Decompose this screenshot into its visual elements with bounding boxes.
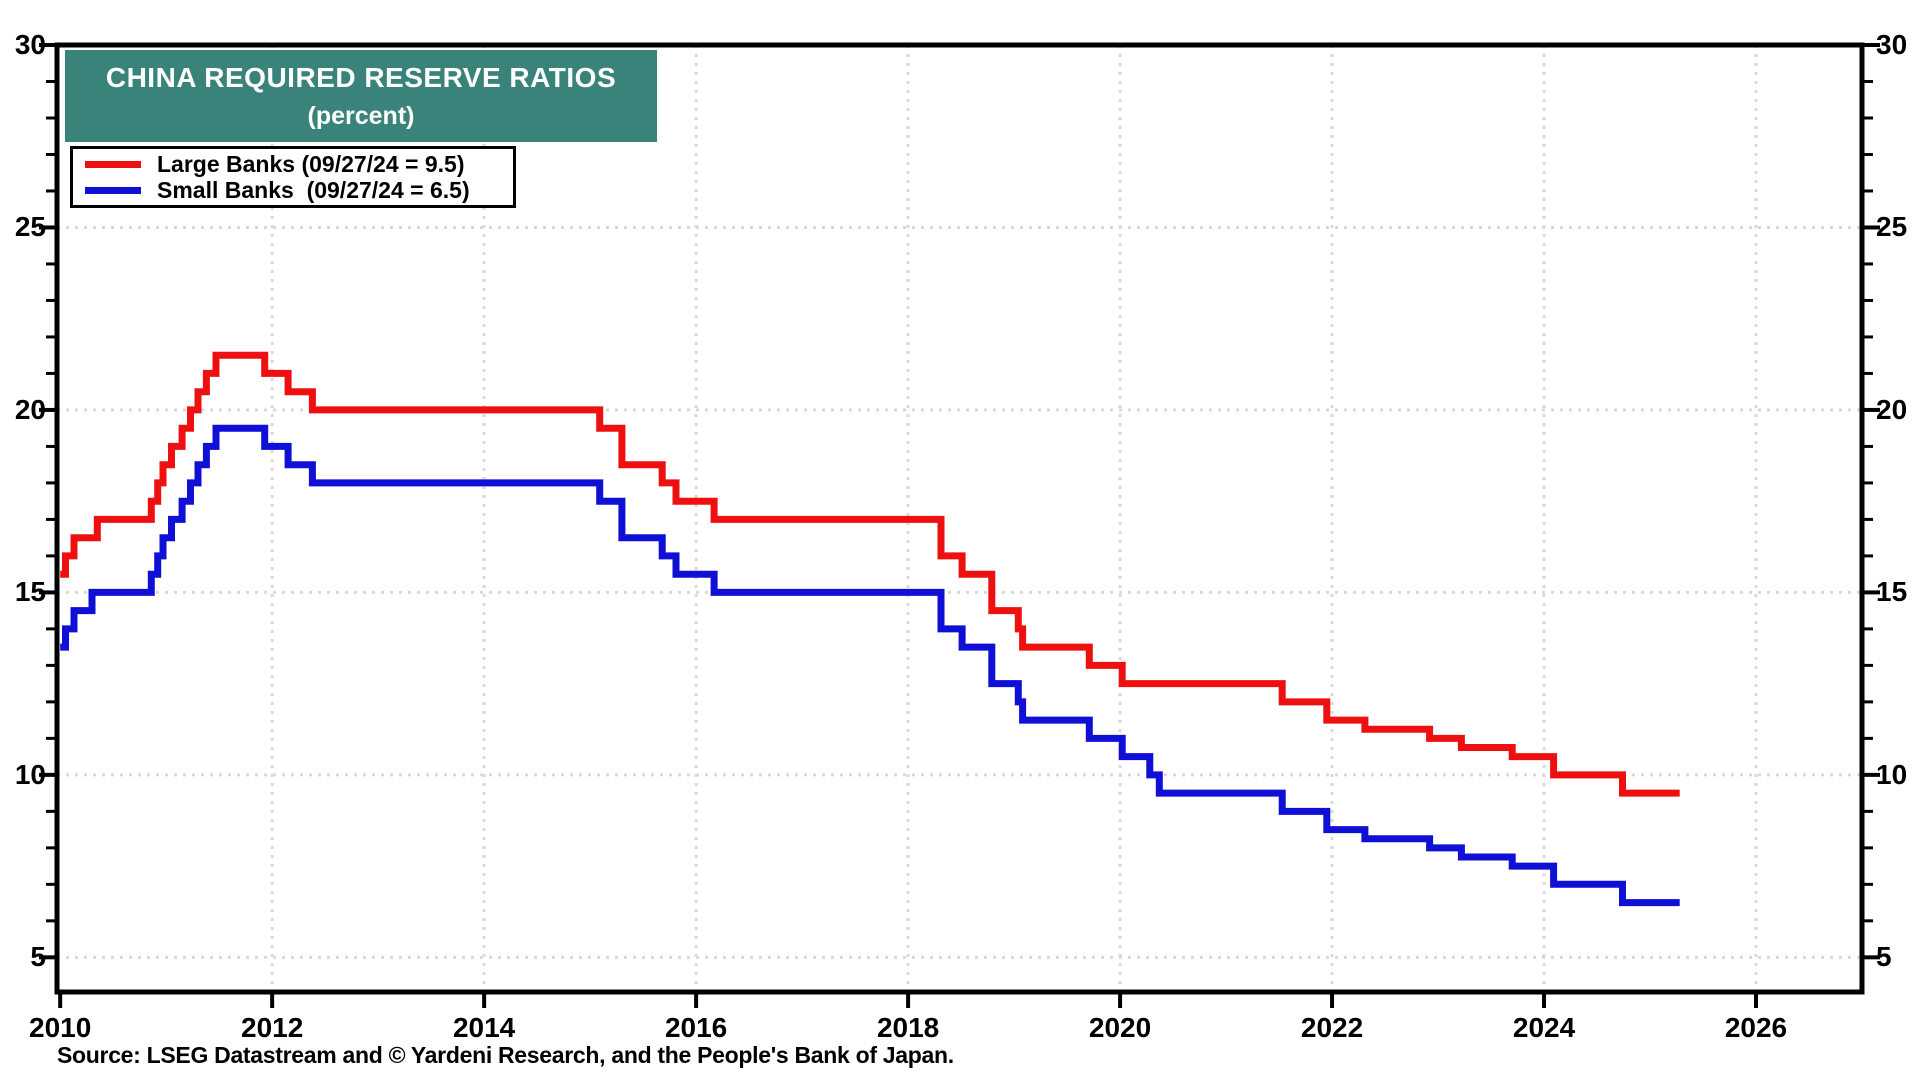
y-axis-label-right-5: 5: [1876, 941, 1892, 973]
x-axis-label-2014: 2014: [452, 1012, 516, 1043]
series-small-banks-line: [60, 424, 1680, 907]
chart-title: CHINA REQUIRED RESERVE RATIOS: [105, 61, 617, 93]
y-axis-label-right-25: 25: [1876, 211, 1908, 243]
small-banks-line-swatch: [85, 186, 141, 194]
axes-frame: [54, 42, 1865, 995]
legend-item-small-banks: Small Banks (09/27/24 = 6.5): [73, 177, 513, 203]
legend-item-large-banks: Large Banks (09/27/24 = 9.5): [73, 151, 513, 177]
x-axis-label-2010: 2010: [29, 1012, 92, 1043]
legend-label-large-banks: Large Banks (09/27/24 = 9.5): [157, 150, 465, 177]
y-axis-label-right-30: 30: [1876, 29, 1908, 60]
y-axis-label-left-30: 30: [14, 29, 46, 60]
legend-label-small-banks: Small Banks (09/27/24 = 6.5): [157, 176, 470, 203]
x-axis-label-2026: 2026: [1724, 1012, 1788, 1043]
y-axis-label-left-20: 20: [14, 393, 46, 425]
series-large-banks-line: [60, 351, 1680, 797]
x-axis-label-2016: 2016: [664, 1012, 728, 1043]
large-banks-line-swatch: [85, 160, 141, 168]
y-axis-label-left-5: 5: [30, 941, 46, 973]
chart-subtitle: (percent): [307, 101, 415, 130]
x-axis-label-2012: 2012: [241, 1012, 304, 1043]
source-note: Source: LSEG Datastream and © Yardeni Re…: [57, 1042, 954, 1068]
y-axis-label-left-15: 15: [14, 576, 46, 608]
x-axis-label-2018: 2018: [876, 1012, 940, 1043]
y-axis-label-left-10: 10: [14, 758, 46, 790]
y-axis-label-left-25: 25: [14, 211, 46, 243]
x-axis-label-2020: 2020: [1088, 1012, 1152, 1043]
y-axis-label-right-15: 15: [1876, 576, 1908, 608]
x-axis-label-2022: 2022: [1300, 1012, 1364, 1043]
x-axis-label-2024: 2024: [1512, 1012, 1576, 1043]
y-axis-label-right-10: 10: [1876, 758, 1908, 790]
chart-title-box: CHINA REQUIRED RESERVE RATIOS (percent): [65, 50, 657, 142]
y-axis-label-right-20: 20: [1876, 393, 1908, 425]
legend: Large Banks (09/27/24 = 9.5) Small Banks…: [70, 146, 516, 208]
